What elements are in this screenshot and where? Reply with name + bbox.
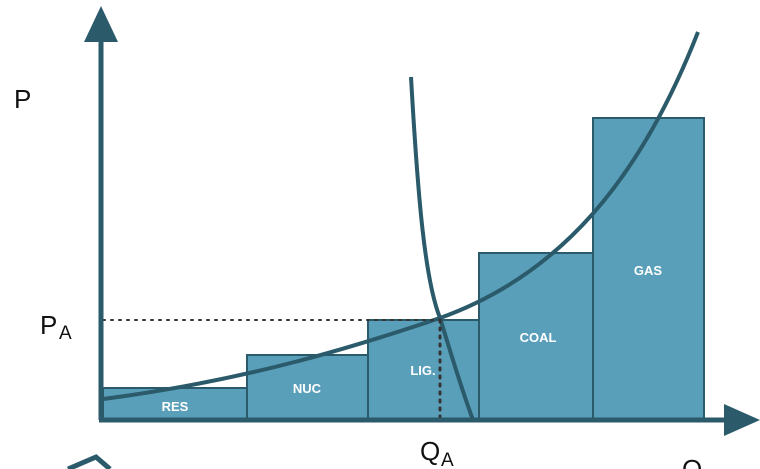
block-labels: RES NUC LIG. COAL GAS xyxy=(162,263,663,414)
price-a-main: P xyxy=(40,310,57,340)
block-label-gas: GAS xyxy=(634,263,663,278)
price-a-subscript: A xyxy=(59,323,72,344)
quantity-a-subscript: A xyxy=(441,450,454,469)
merit-order-blocks xyxy=(102,117,705,421)
block-label-lig: LIG. xyxy=(410,363,435,378)
y-axis-label: P xyxy=(14,84,31,114)
quantity-a-label: Q A xyxy=(420,436,454,469)
demand-curve xyxy=(409,76,475,421)
arrow-fragment-icon xyxy=(67,454,112,469)
block-label-nuc: NUC xyxy=(293,381,322,396)
block-label-res: RES xyxy=(162,399,189,414)
x-axis-label: Q xyxy=(682,454,702,469)
block-gas xyxy=(592,117,705,421)
y-axis-arrow-icon xyxy=(84,6,118,42)
block-label-coal: COAL xyxy=(520,330,557,345)
block-nuc xyxy=(246,354,369,421)
block-coal xyxy=(478,252,594,421)
axes xyxy=(67,6,760,469)
x-axis-arrow-icon xyxy=(724,404,760,436)
price-a-label: P A xyxy=(40,310,72,344)
quantity-a-main: Q xyxy=(420,436,440,466)
